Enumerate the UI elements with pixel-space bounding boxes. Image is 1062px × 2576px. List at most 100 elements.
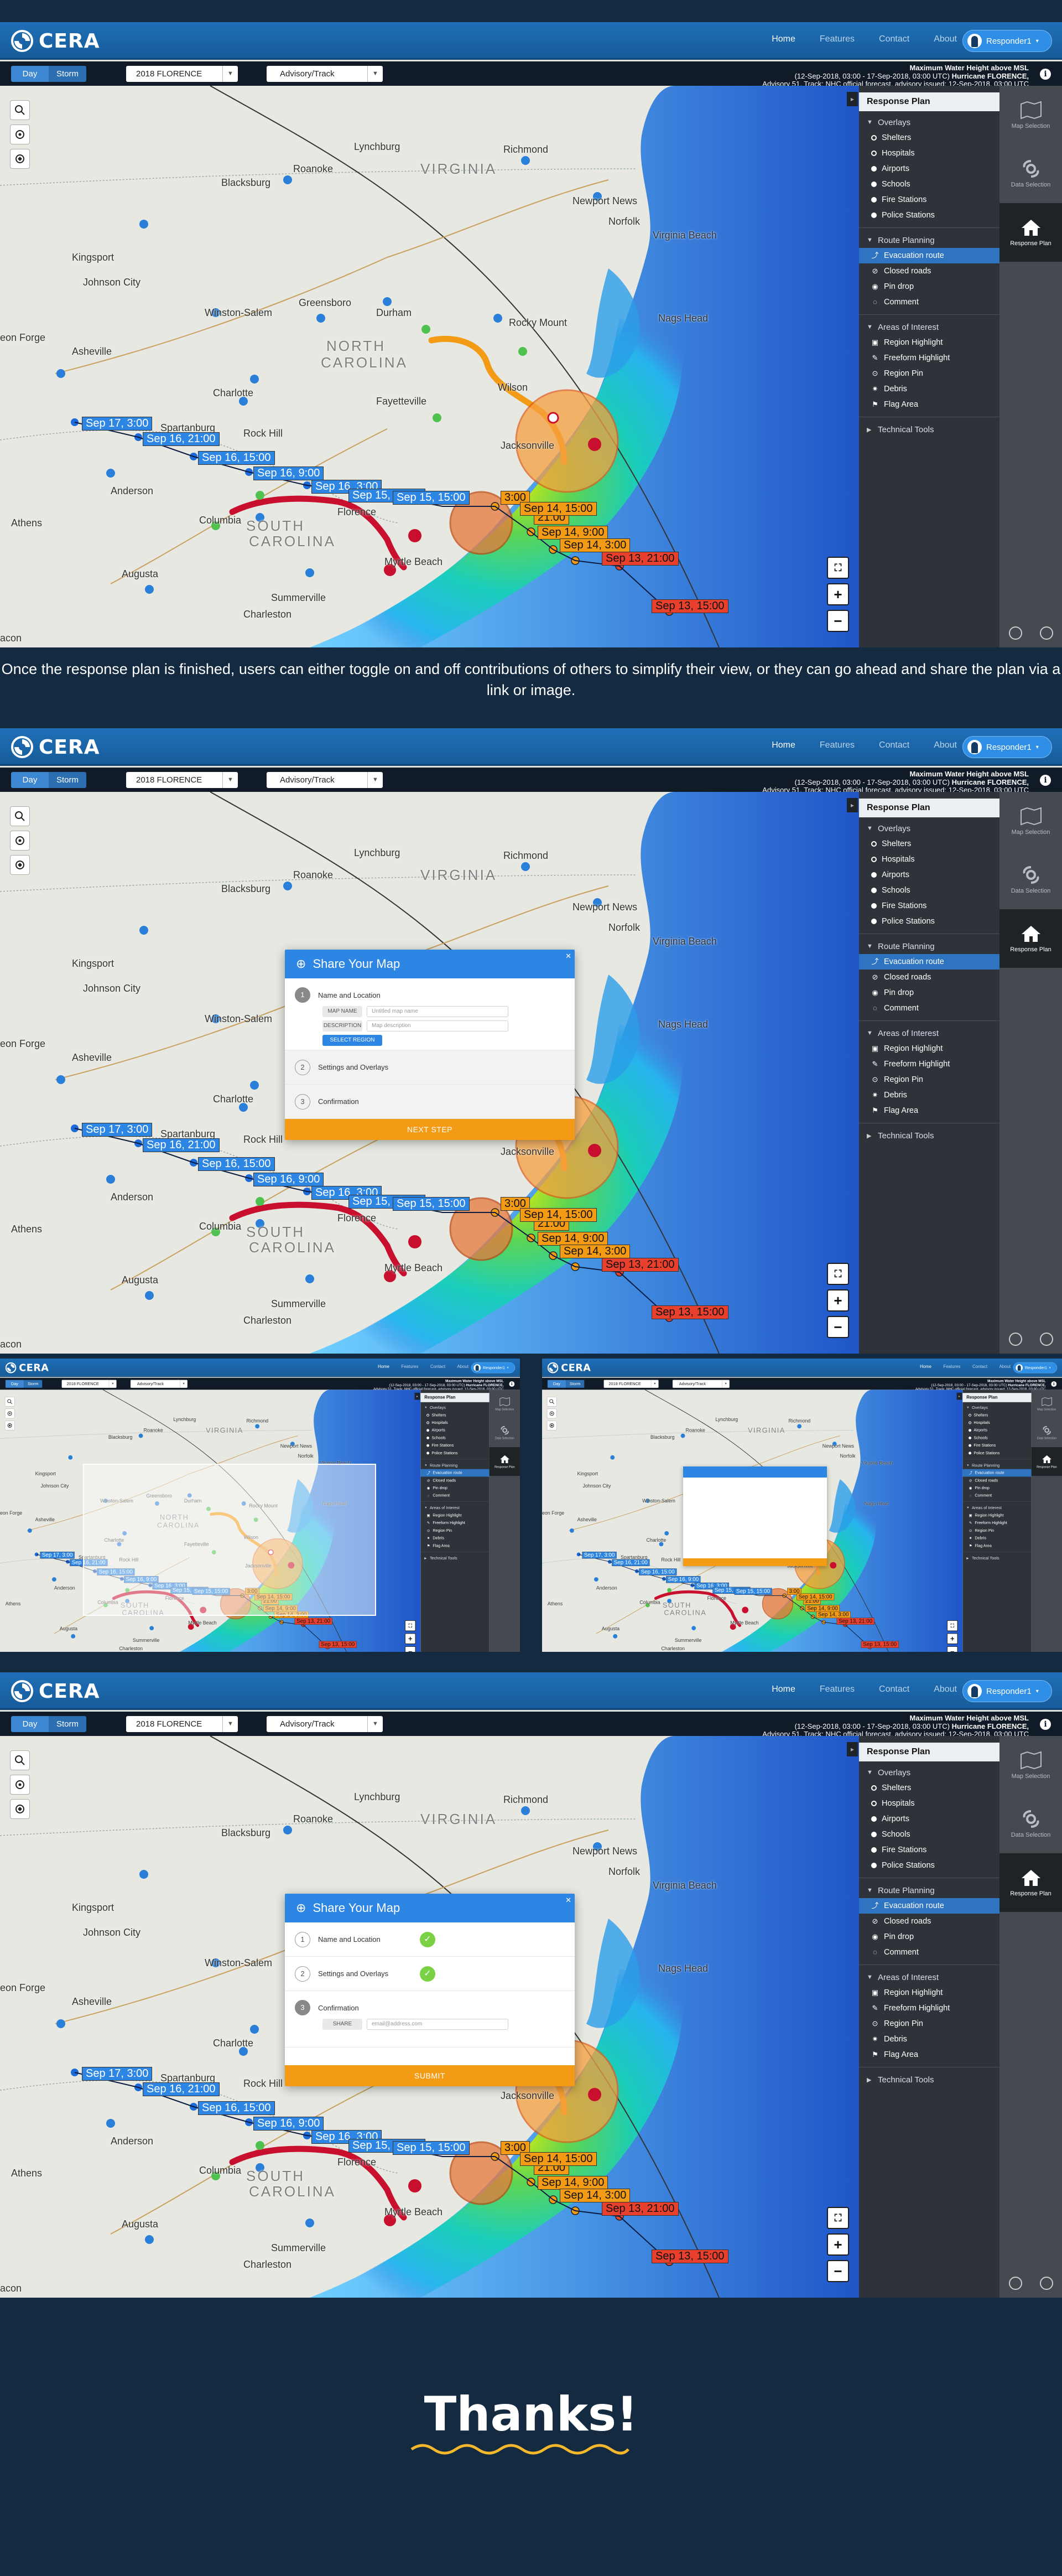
search-icon[interactable] — [10, 1750, 30, 1770]
tool-comment[interactable]: ◌ Comment — [420, 1492, 489, 1500]
search-icon[interactable] — [4, 1397, 15, 1407]
storm-select[interactable]: 2018 FLORENCE ▼ — [126, 1716, 238, 1732]
tool-freeform-highlight[interactable]: ✎ Freeform Highlight — [420, 1519, 489, 1527]
rail-data-selection[interactable]: Data Selection — [999, 144, 1062, 203]
rail-map-selection[interactable]: Map Selection — [999, 792, 1062, 851]
section-technical-tools[interactable]: ▶ Technical Tools — [859, 1128, 999, 1143]
info-icon[interactable]: i — [1040, 775, 1051, 786]
user-menu-button[interactable]: Responder1 ▾ — [471, 1362, 516, 1373]
nav-contact[interactable]: Contact — [879, 34, 910, 44]
tool-flag-area[interactable]: ⚑ Flag Area — [962, 1542, 1031, 1549]
tool-evacuation-route[interactable]: ⤴ Evacuation route — [962, 1469, 1032, 1477]
tool-debris[interactable]: ✷ Debris — [859, 2031, 999, 2047]
nav-contact[interactable]: Contact — [879, 740, 910, 750]
overlay-fire-stations[interactable]: Fire Stations — [859, 192, 999, 208]
tool-closed-roads[interactable]: ⊘ Closed roads — [859, 263, 999, 279]
section-route-planning[interactable]: ▼ Route Planning — [859, 232, 999, 248]
overlay-hospitals[interactable]: Hospitals — [859, 1796, 999, 1811]
layers-icon[interactable] — [4, 1421, 15, 1430]
tool-closed-roads[interactable]: ⊘ Closed roads — [962, 1476, 1031, 1484]
map-canvas[interactable]: ⛶ + − ⊕ Share Your Map ✕ 1 Name and Locat… — [0, 792, 859, 1354]
tool-comment[interactable]: ◌ Comment — [859, 294, 999, 310]
step-confirmation[interactable]: 3 Confirmation — [285, 1085, 575, 1119]
overlay-shelters[interactable]: Shelters — [420, 1411, 489, 1419]
section-route-planning[interactable]: ▼ Route Planning — [859, 939, 999, 954]
rail-map-selection[interactable]: Map Selection — [490, 1390, 520, 1418]
cera-logo[interactable]: CERA — [11, 735, 100, 759]
tool-freeform-highlight[interactable]: ✎ Freeform Highlight — [962, 1519, 1031, 1527]
nav-about[interactable]: About — [999, 1364, 1011, 1370]
user-menu-button[interactable]: Responder1 ▾ — [962, 1680, 1052, 1702]
tool-closed-roads[interactable]: ⊘ Closed roads — [859, 1914, 999, 1929]
overlay-fire-stations[interactable]: Fire Stations — [420, 1442, 489, 1449]
section-route-planning[interactable]: ▼ Route Planning — [420, 1461, 489, 1469]
section-areas-of-interest[interactable]: ▼ Areas of Interest — [962, 1504, 1031, 1512]
search-icon[interactable] — [10, 806, 30, 826]
tool-pin-drop[interactable]: ◉ Pin drop — [859, 1929, 999, 1945]
overlay-schools[interactable]: Schools — [962, 1434, 1031, 1442]
section-overlays[interactable]: ▼ Overlays — [859, 1765, 999, 1780]
storm-toggle-button[interactable]: Storm — [24, 1380, 43, 1388]
fullscreen-icon[interactable]: ⛶ — [827, 557, 849, 579]
locate-icon[interactable] — [10, 1775, 30, 1795]
overlay-schools[interactable]: Schools — [859, 177, 999, 192]
gear-icon[interactable] — [1039, 1333, 1053, 1346]
tool-evacuation-route[interactable]: ⤴ Evacuation route — [859, 954, 999, 970]
overlay-schools[interactable]: Schools — [859, 883, 999, 898]
fullscreen-icon[interactable]: ⛶ — [827, 2207, 849, 2229]
fullscreen-icon[interactable]: ⛶ — [404, 1620, 416, 1631]
tool-comment[interactable]: ◌ Comment — [859, 1945, 999, 1960]
zoom-out-button[interactable]: − — [827, 610, 849, 632]
layers-icon[interactable] — [10, 1799, 30, 1819]
zoom-in-button[interactable]: + — [404, 1633, 416, 1645]
overlay-police-stations[interactable]: Police Stations — [962, 1449, 1031, 1457]
product-select[interactable]: Advisory/Track ▼ — [267, 772, 383, 788]
info-icon[interactable]: i — [1051, 1381, 1057, 1387]
tool-flag-area[interactable]: ⚑ Flag Area — [859, 397, 999, 412]
nav-home[interactable]: Home — [772, 1684, 795, 1694]
rail-data-selection[interactable]: Data Selection — [490, 1418, 520, 1447]
tool-pin-drop[interactable]: ◉ Pin drop — [420, 1484, 489, 1492]
search-icon[interactable] — [546, 1397, 557, 1407]
nav-features[interactable]: Features — [943, 1364, 961, 1370]
storm-select[interactable]: 2018 FLORENCE ▼ — [603, 1380, 659, 1388]
overlay-hospitals[interactable]: Hospitals — [962, 1419, 1031, 1427]
share-email-input[interactable]: email@address.com — [367, 2019, 508, 2030]
step-settings-overlays[interactable]: 2 Settings and Overlays — [285, 1050, 575, 1085]
day-toggle-button[interactable]: Day — [547, 1380, 566, 1388]
overlay-shelters[interactable]: Shelters — [859, 836, 999, 852]
info-icon[interactable]: i — [509, 1381, 515, 1387]
cera-logo[interactable]: CERA — [11, 1679, 100, 1703]
tool-freeform-highlight[interactable]: ✎ Freeform Highlight — [859, 2000, 999, 2016]
tool-evacuation-route[interactable]: ⤴ Evacuation route — [420, 1469, 490, 1477]
nav-contact[interactable]: Contact — [879, 1684, 910, 1694]
storm-toggle-button[interactable]: Storm — [49, 66, 86, 82]
overlay-hospitals[interactable]: Hospitals — [859, 852, 999, 867]
search-icon[interactable] — [10, 100, 30, 120]
tool-closed-roads[interactable]: ⊘ Closed roads — [420, 1476, 489, 1484]
panel-collapse-button[interactable]: ▸ — [847, 92, 858, 106]
zoom-in-button[interactable]: + — [946, 1633, 958, 1645]
nav-features[interactable]: Features — [401, 1364, 419, 1370]
map-name-input[interactable]: Untitled map name — [367, 1006, 508, 1017]
storm-select[interactable]: 2018 FLORENCE ▼ — [126, 772, 238, 788]
section-route-planning[interactable]: ▼ Route Planning — [859, 1883, 999, 1898]
tool-pin-drop[interactable]: ◉ Pin drop — [859, 279, 999, 294]
overlay-airports[interactable]: Airports — [859, 161, 999, 177]
zoom-in-button[interactable]: + — [827, 583, 849, 605]
overlay-police-stations[interactable]: Police Stations — [859, 914, 999, 929]
user-menu-button[interactable]: Responder1 ▾ — [962, 30, 1052, 52]
overlay-hospitals[interactable]: Hospitals — [859, 146, 999, 161]
nav-features[interactable]: Features — [819, 1684, 855, 1694]
day-toggle-button[interactable]: Day — [11, 772, 49, 788]
product-select[interactable]: Advisory/Track ▼ — [130, 1380, 188, 1388]
section-technical-tools[interactable]: ▶ Technical Tools — [420, 1554, 489, 1562]
overlay-airports[interactable]: Airports — [859, 1811, 999, 1827]
tool-region-pin[interactable]: ⊙ Region Pin — [859, 1072, 999, 1087]
nav-features[interactable]: Features — [819, 740, 855, 750]
overlay-hospitals[interactable]: Hospitals — [420, 1419, 489, 1427]
nav-about[interactable]: About — [934, 34, 957, 44]
rail-response-plan[interactable]: Response Plan — [1031, 1447, 1062, 1476]
panel-collapse-button[interactable]: ▸ — [847, 798, 858, 812]
nav-contact[interactable]: Contact — [972, 1364, 987, 1370]
